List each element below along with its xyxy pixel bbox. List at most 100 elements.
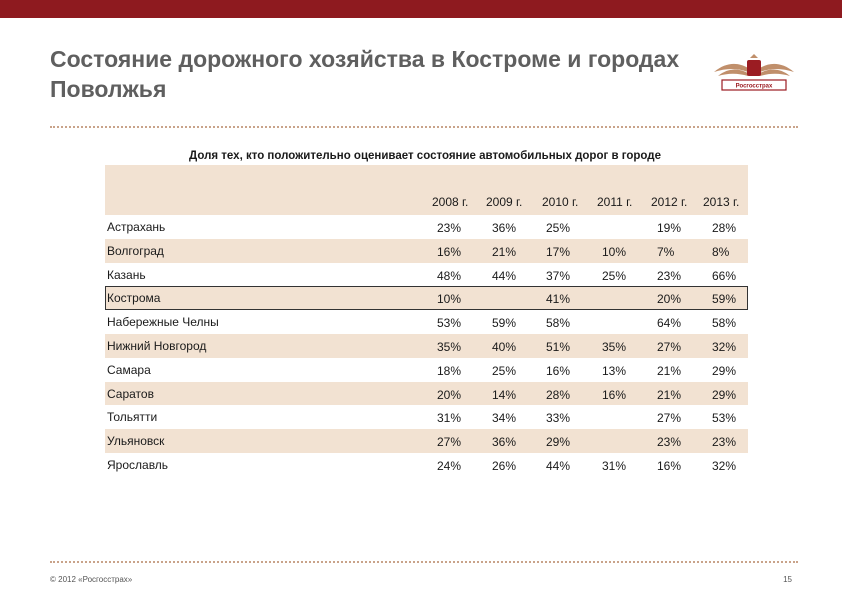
year-header: 2010 г. [542, 195, 579, 209]
value-cell: 53% [437, 316, 462, 331]
value-cell: 33% [546, 411, 571, 426]
city-name: Ульяновск [107, 434, 165, 449]
value-cell: 13% [602, 363, 627, 378]
value-cell: 64% [657, 316, 682, 331]
table-row: Самара 18% 25% 16% 13% 21% 29% [105, 358, 748, 382]
city-name: Казань [107, 267, 146, 282]
value-cell: 29% [712, 387, 737, 402]
city-name: Ярославль [107, 457, 169, 472]
value-cell: 36% [492, 221, 517, 235]
value-cell: 27% [657, 339, 682, 354]
value-cell: 48% [437, 268, 462, 283]
city-name: Нижний Новгород [107, 338, 207, 353]
value-cell: 16% [602, 387, 627, 402]
value-cell: 58% [712, 316, 737, 331]
value-cell: 23% [437, 221, 462, 235]
value-cell: 31% [437, 411, 462, 426]
value-cell: 29% [712, 363, 737, 378]
value-cell: 10% [437, 292, 462, 307]
value-cell: 32% [712, 458, 737, 473]
value-cell: 59% [492, 316, 517, 331]
slide-title: Состояние дорожного хозяйства в Костроме… [50, 46, 680, 102]
value-cell: 31% [602, 458, 627, 473]
value-cell: 28% [712, 221, 737, 235]
value-cell: 26% [492, 458, 517, 473]
table-row: Саратов 20% 14% 28% 16% 21% 29% [105, 381, 748, 406]
value-cell: 44% [546, 458, 571, 473]
value-cell: 23% [657, 268, 682, 283]
value-cell: 24% [437, 458, 462, 473]
table-row: Тольятти 31% 34% 33% 27% 53% [105, 405, 748, 429]
value-cell: 58% [546, 316, 571, 331]
value-cell: 66% [712, 268, 737, 283]
year-header: 2009 г. [486, 195, 523, 209]
value-cell: 36% [492, 435, 517, 450]
city-name: Саратов [107, 386, 154, 401]
top-bar [0, 0, 842, 18]
table-header: 2008 г. 2009 г. 2010 г. 2011 г. 2012 г. … [105, 165, 748, 215]
value-cell: 40% [492, 339, 517, 354]
value-cell: 16% [657, 458, 682, 473]
table-row: Волгоград 16% 21% 17% 10% 7% 8% [105, 238, 748, 263]
city-name: Набережные Челны [107, 315, 219, 330]
value-cell: 41% [546, 292, 571, 307]
value-cell: 21% [657, 387, 682, 402]
divider-bottom [50, 561, 798, 563]
value-cell: 27% [657, 411, 682, 426]
table-row: Нижний Новгород 35% 40% 51% 35% 27% 32% [105, 333, 748, 358]
value-cell: 32% [712, 339, 737, 354]
value-cell: 34% [492, 411, 517, 426]
value-cell: 18% [437, 363, 462, 378]
value-cell: 23% [712, 435, 737, 450]
value-cell: 53% [712, 411, 737, 426]
ratings-table: 2008 г. 2009 г. 2010 г. 2011 г. 2012 г. … [105, 165, 748, 477]
value-cell: 51% [546, 339, 571, 354]
value-cell: 25% [492, 363, 517, 378]
value-cell: 14% [492, 387, 517, 402]
rosgosstrakh-logo: Росгосстрах [714, 54, 794, 91]
city-name: Волгоград [107, 243, 164, 258]
city-name: Самара [107, 362, 151, 377]
value-cell: 44% [492, 268, 517, 283]
value-cell: 37% [546, 268, 571, 283]
table-row: Казань 48% 44% 37% 25% 23% 66% [105, 263, 748, 287]
value-cell: 16% [437, 244, 462, 259]
value-cell: 16% [546, 363, 571, 378]
copyright: © 2012 «Росгосстрах» [50, 575, 133, 584]
city-name: Кострома [107, 291, 161, 306]
value-cell: 29% [546, 435, 571, 450]
value-cell: 7% [657, 244, 675, 259]
table-row: Кострома 10% 41% 20% 59% [105, 286, 748, 311]
value-cell: 21% [657, 363, 682, 378]
value-cell: 35% [437, 339, 462, 354]
value-cell: 20% [437, 387, 462, 402]
value-cell: 23% [657, 435, 682, 450]
table-row: Ярославль 24% 26% 44% 31% 16% 32% [105, 453, 748, 477]
value-cell: 27% [437, 435, 462, 450]
divider-top [50, 126, 798, 128]
table-row: Астрахань 23% 36% 25% 19% 28% [105, 215, 748, 239]
value-cell: 35% [602, 339, 627, 354]
year-header: 2008 г. [432, 195, 469, 209]
year-header: 2011 г. [597, 195, 633, 209]
value-cell: 20% [657, 292, 682, 307]
value-cell: 8% [712, 244, 730, 259]
logo-text: Росгосстрах [736, 84, 773, 90]
value-cell: 10% [602, 244, 627, 259]
value-cell: 59% [712, 292, 737, 307]
table-body: Астрахань 23% 36% 25% 19% 28% Волгоград 16% 21% 1… [105, 215, 748, 477]
value-cell: 28% [546, 387, 571, 402]
city-name: Тольятти [107, 410, 158, 425]
table-subtitle: Доля тех, кто положительно оценивает сос… [189, 150, 661, 162]
value-cell: 21% [492, 244, 517, 259]
table-row: Набережные Челны 53% 59% 58% 64% 58% [105, 310, 748, 334]
table-row: Ульяновск 27% 36% 29% 23% 23% [105, 429, 748, 453]
year-header: 2012 г. [651, 195, 688, 209]
value-cell: 25% [602, 268, 627, 283]
value-cell: 17% [546, 244, 571, 259]
page-number: 15 [783, 575, 792, 584]
value-cell: 19% [657, 221, 682, 235]
year-header: 2013 г. [703, 195, 740, 209]
city-name: Астрахань [107, 220, 166, 234]
value-cell: 25% [546, 221, 571, 235]
